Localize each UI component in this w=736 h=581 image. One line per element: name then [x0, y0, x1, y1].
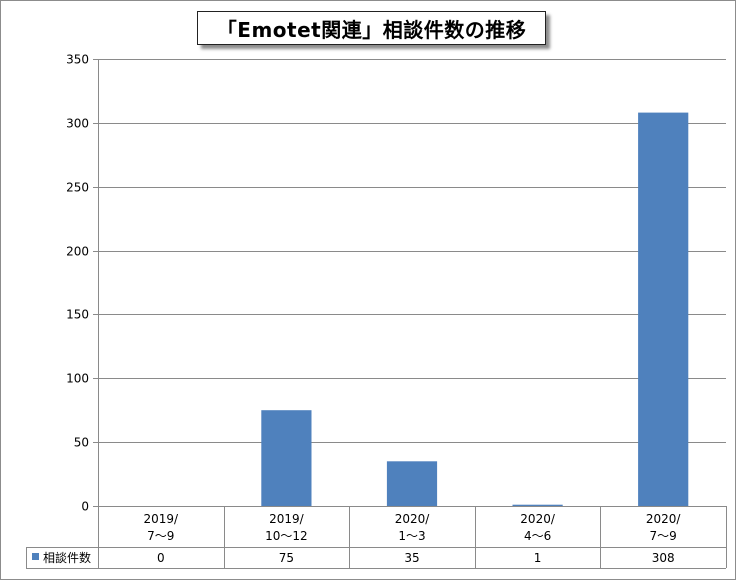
bar [386, 461, 438, 506]
y-tick-label: 200 [66, 245, 89, 259]
x-tick-label: 4～6 [524, 529, 551, 543]
legend-swatch [32, 553, 39, 560]
y-tick-label: 350 [66, 53, 89, 67]
y-tick-label: 250 [66, 181, 89, 195]
y-tick-label: 300 [66, 117, 89, 131]
bar [261, 410, 312, 506]
y-tick-label: 150 [66, 308, 89, 322]
data-label: 1 [534, 551, 542, 565]
x-tick-label: 2020/ [395, 512, 431, 526]
x-tick-label: 7～9 [650, 529, 677, 543]
y-tick-label: 0 [81, 500, 89, 514]
x-tick-label: 2019/ [144, 512, 180, 526]
x-tick-label: 1～3 [398, 529, 425, 543]
x-tick-label: 7～9 [147, 529, 174, 543]
x-tick-label: 2020/ [520, 512, 556, 526]
y-tick-label: 100 [66, 372, 89, 386]
x-tick-label: 2020/ [646, 512, 682, 526]
x-tick-label: 2019/ [269, 512, 305, 526]
data-label: 35 [404, 551, 419, 565]
data-label: 75 [279, 551, 294, 565]
chart-title: 「Emotet関連」相談件数の推移 [197, 11, 546, 45]
bar [512, 504, 563, 506]
bar [638, 112, 689, 506]
data-label: 308 [652, 551, 675, 565]
legend-label: 相談件数 [43, 550, 91, 565]
x-tick-label: 10～12 [265, 529, 308, 543]
y-tick-label: 50 [74, 436, 89, 450]
data-label: 0 [157, 551, 165, 565]
